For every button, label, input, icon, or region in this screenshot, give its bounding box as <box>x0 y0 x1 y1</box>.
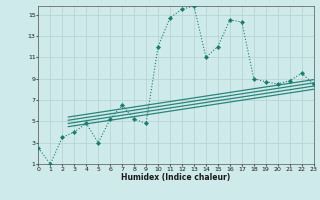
X-axis label: Humidex (Indice chaleur): Humidex (Indice chaleur) <box>121 173 231 182</box>
